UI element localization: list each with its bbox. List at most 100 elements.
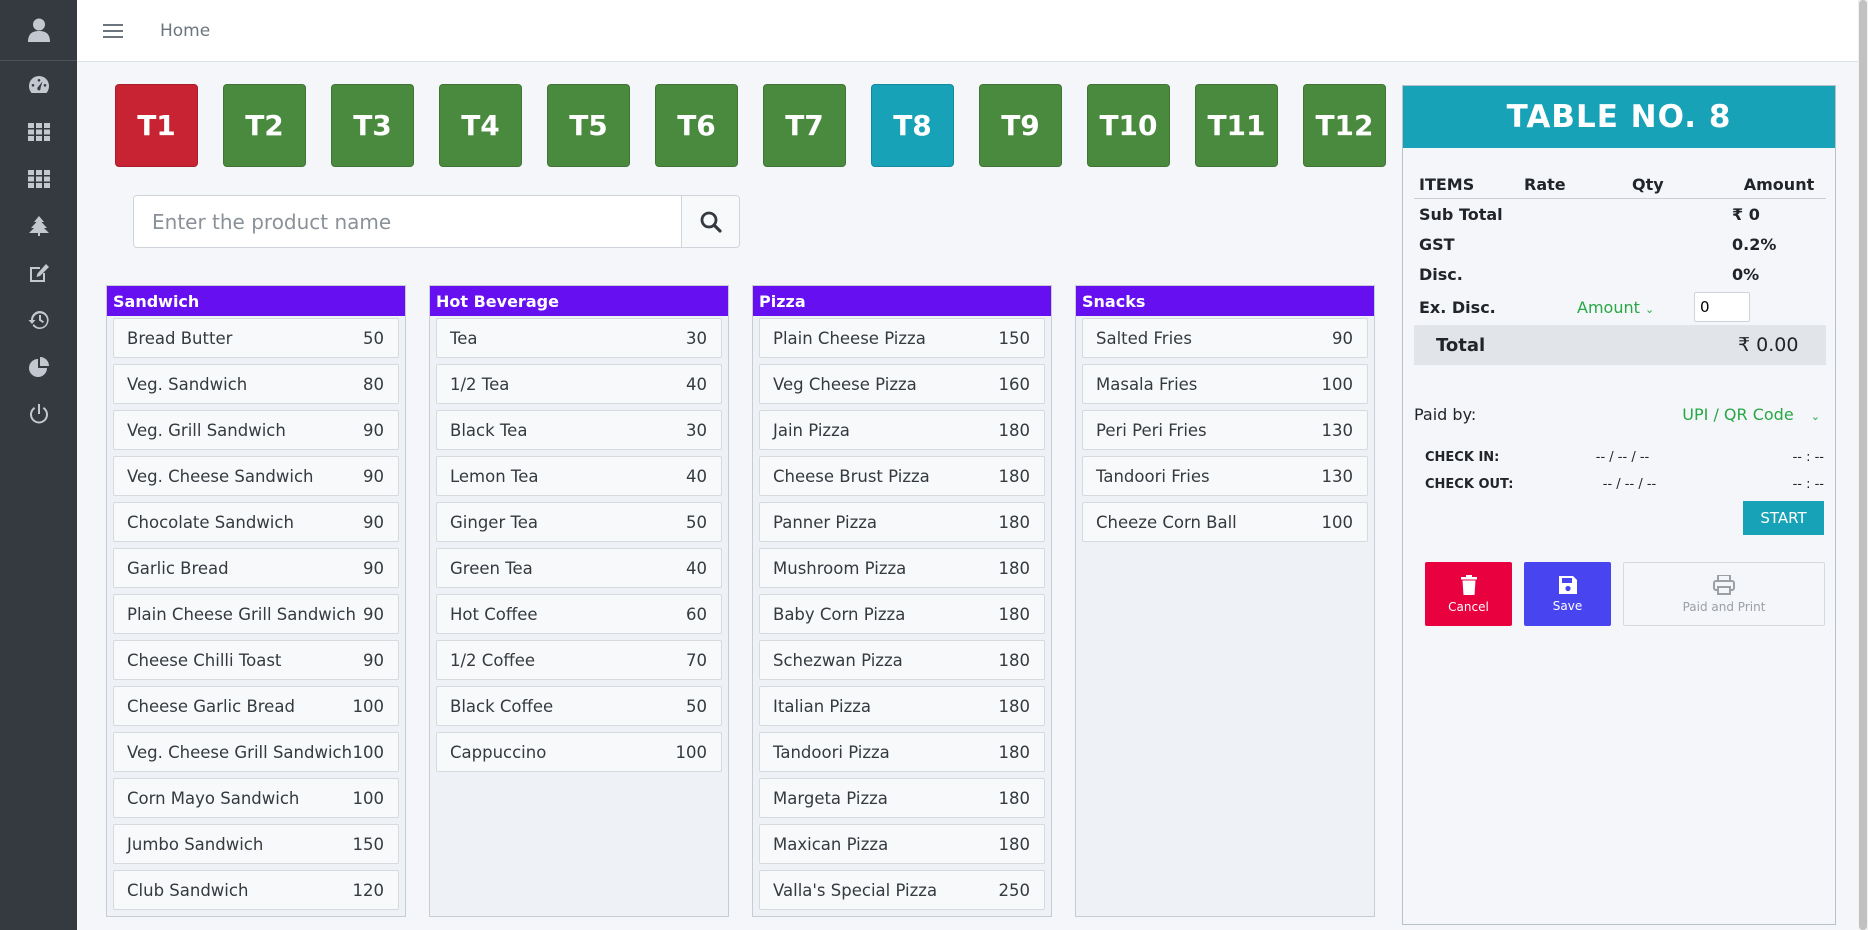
paid-and-print-button[interactable]: Paid and Print xyxy=(1623,562,1825,626)
table-button-t3[interactable]: T3 xyxy=(331,84,414,167)
product-name: Veg. Sandwich xyxy=(127,374,248,394)
nav-tree[interactable] xyxy=(0,202,77,249)
table-button-t7[interactable]: T7 xyxy=(763,84,846,167)
product-item[interactable]: 1/2 Tea 40 xyxy=(436,364,722,404)
category-hot-beverage: Hot Beverage Tea 30 1/2 Tea 40 Black Tea 30 Lem… xyxy=(429,285,729,917)
product-name: 1/2 Coffee xyxy=(450,650,536,670)
start-button[interactable]: START xyxy=(1743,501,1824,535)
nav-history[interactable] xyxy=(0,296,77,343)
product-item[interactable]: Masala Fries 100 xyxy=(1082,364,1368,404)
product-name: Jumbo Sandwich xyxy=(127,834,264,854)
table-button-t5[interactable]: T5 xyxy=(547,84,630,167)
ex-disc-input[interactable] xyxy=(1694,292,1750,322)
category-pizza: Pizza Plain Cheese Pizza 150 Veg Cheese Piz… xyxy=(752,285,1052,917)
product-item[interactable]: Veg. Sandwich 80 xyxy=(113,364,399,404)
product-name: Black Tea xyxy=(450,420,528,440)
product-item[interactable]: Black Tea 30 xyxy=(436,410,722,450)
product-item[interactable]: Italian Pizza 180 xyxy=(759,686,1045,726)
category-sandwich: Sandwich Bread Butter 50 Veg. Sandwich 80 Veg… xyxy=(106,285,406,917)
product-item[interactable]: Veg. Cheese Sandwich 90 xyxy=(113,456,399,496)
search-input[interactable] xyxy=(134,196,681,247)
nav-apps[interactable] xyxy=(0,155,77,202)
product-item[interactable]: Club Sandwich 120 xyxy=(113,870,399,910)
nav-edit[interactable] xyxy=(0,249,77,296)
product-item[interactable]: Valla's Special Pizza 250 xyxy=(759,870,1045,910)
product-item[interactable]: Veg. Cheese Grill Sandwich 100 xyxy=(113,732,399,772)
product-item[interactable]: Tea 30 xyxy=(436,318,722,358)
product-price: 70 xyxy=(686,650,707,670)
table-button-t8[interactable]: T8 xyxy=(871,84,954,167)
nav-reports[interactable] xyxy=(0,343,77,390)
product-item[interactable]: Garlic Bread 90 xyxy=(113,548,399,588)
nav-grid[interactable] xyxy=(0,108,77,155)
product-price: 130 xyxy=(1321,466,1354,486)
product-item[interactable]: Jain Pizza 180 xyxy=(759,410,1045,450)
cancel-button[interactable]: Cancel xyxy=(1425,562,1512,626)
items-header: ITEMS xyxy=(1419,175,1475,194)
product-item[interactable]: Hot Coffee 60 xyxy=(436,594,722,634)
product-item[interactable]: Mushroom Pizza 180 xyxy=(759,548,1045,588)
table-button-t4[interactable]: T4 xyxy=(439,84,522,167)
product-item[interactable]: Bread Butter 50 xyxy=(113,318,399,358)
product-price: 180 xyxy=(998,696,1031,716)
product-item[interactable]: Cheese Brust Pizza 180 xyxy=(759,456,1045,496)
product-list: Plain Cheese Pizza 150 Veg Cheese Pizza 160… xyxy=(753,316,1051,910)
table-button-t9[interactable]: T9 xyxy=(979,84,1062,167)
power-icon xyxy=(29,403,48,423)
product-item[interactable]: Maxican Pizza 180 xyxy=(759,824,1045,864)
product-item[interactable]: Schezwan Pizza 180 xyxy=(759,640,1045,680)
user-avatar[interactable] xyxy=(0,0,77,61)
table-button-t11[interactable]: T11 xyxy=(1195,84,1278,167)
product-item[interactable]: Ginger Tea 50 xyxy=(436,502,722,542)
ex-disc-type-select[interactable]: Amount ⌄ xyxy=(1577,298,1654,317)
rate-header: Rate xyxy=(1524,175,1566,194)
product-item[interactable]: Black Coffee 50 xyxy=(436,686,722,726)
search-button[interactable] xyxy=(681,196,739,247)
product-name: Cheeze Corn Ball xyxy=(1096,512,1237,532)
table-button-t10[interactable]: T10 xyxy=(1087,84,1170,167)
hamburger-menu-icon[interactable] xyxy=(103,21,123,41)
table-button-t2[interactable]: T2 xyxy=(223,84,306,167)
product-item[interactable]: Cappuccino 100 xyxy=(436,732,722,772)
product-item[interactable]: Plain Cheese Pizza 150 xyxy=(759,318,1045,358)
save-icon xyxy=(1558,575,1577,594)
nav-logout[interactable] xyxy=(0,390,77,437)
scrollbar-thumb[interactable] xyxy=(1859,0,1867,930)
product-item[interactable]: Panner Pizza 180 xyxy=(759,502,1045,542)
category-header: Hot Beverage xyxy=(430,286,728,316)
product-item[interactable]: Margeta Pizza 180 xyxy=(759,778,1045,818)
nav-dashboard[interactable] xyxy=(0,61,77,108)
payment-method-select[interactable]: UPI / QR Code ⌄ xyxy=(1682,405,1824,424)
category-header: Snacks xyxy=(1076,286,1374,316)
product-item[interactable]: Peri Peri Fries 130 xyxy=(1082,410,1368,450)
product-name: Tandoori Pizza xyxy=(773,742,890,762)
product-item[interactable]: Corn Mayo Sandwich 100 xyxy=(113,778,399,818)
table-button-t6[interactable]: T6 xyxy=(655,84,738,167)
product-item[interactable]: Lemon Tea 40 xyxy=(436,456,722,496)
product-item[interactable]: Cheese Garlic Bread 100 xyxy=(113,686,399,726)
product-price: 100 xyxy=(1321,374,1354,394)
product-item[interactable]: Salted Fries 90 xyxy=(1082,318,1368,358)
save-button[interactable]: Save xyxy=(1524,562,1611,626)
bill-header-row: ITEMS Rate Qty Amount xyxy=(1414,171,1826,199)
product-name: Italian Pizza xyxy=(773,696,872,716)
page-scrollbar[interactable] xyxy=(1858,0,1868,930)
product-item[interactable]: Tandoori Fries 130 xyxy=(1082,456,1368,496)
product-item[interactable]: Tandoori Pizza 180 xyxy=(759,732,1045,772)
product-item[interactable]: Cheese Chilli Toast 90 xyxy=(113,640,399,680)
product-item[interactable]: Green Tea 40 xyxy=(436,548,722,588)
product-item[interactable]: Veg Cheese Pizza 160 xyxy=(759,364,1045,404)
product-item[interactable]: Veg. Grill Sandwich 90 xyxy=(113,410,399,450)
product-item[interactable]: Cheeze Corn Ball 100 xyxy=(1082,502,1368,542)
product-item[interactable]: Plain Cheese Grill Sandwich 90 xyxy=(113,594,399,634)
product-item[interactable]: Jumbo Sandwich 150 xyxy=(113,824,399,864)
product-item[interactable]: Chocolate Sandwich 90 xyxy=(113,502,399,542)
product-price: 180 xyxy=(998,512,1031,532)
table-button-t12[interactable]: T12 xyxy=(1303,84,1386,167)
product-item[interactable]: Baby Corn Pizza 180 xyxy=(759,594,1045,634)
table-button-t1[interactable]: T1 xyxy=(115,84,198,167)
home-link[interactable]: Home xyxy=(160,20,211,41)
product-price: 100 xyxy=(675,742,708,762)
sub-total-value: ₹ 0 xyxy=(1732,204,1760,224)
product-item[interactable]: 1/2 Coffee 70 xyxy=(436,640,722,680)
